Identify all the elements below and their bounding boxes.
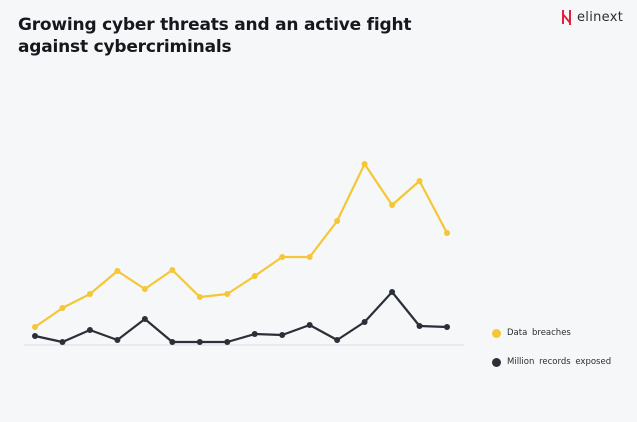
data-point-million-records [196,339,203,345]
series-line-million-records [34,290,448,344]
logo-text: elinext [577,9,624,25]
legend-item-million-records: Million records exposed [492,357,611,367]
data-point-data-breaches [251,273,258,279]
data-point-million-records [361,319,368,325]
data-point-data-breaches [196,294,203,300]
data-point-million-records [279,332,286,338]
data-point-million-records [59,339,66,345]
data-point-million-records [114,337,121,343]
data-point-million-records [334,337,341,343]
data-point-data-breaches [86,291,93,297]
series-line-data-breaches [34,162,448,328]
data-point-data-breaches [389,202,396,208]
elinext-logo: elinext [561,9,623,25]
legend-label: Data breaches [507,328,571,338]
data-point-million-records [141,316,148,322]
data-point-million-records [251,331,258,337]
data-point-million-records [416,323,423,329]
data-point-data-breaches [114,268,121,274]
legend-item-data-breaches: Data breaches [492,328,571,338]
legend-marker-million-records [492,357,501,367]
data-point-million-records [86,327,93,333]
data-point-data-breaches [361,161,368,167]
data-point-million-records [224,339,231,345]
data-point-data-breaches [59,305,66,311]
data-point-million-records [169,339,176,345]
data-point-data-breaches [141,286,148,292]
data-point-data-breaches [224,291,231,297]
data-point-million-records [306,322,313,328]
legend-label: Million records exposed [507,357,612,367]
data-point-data-breaches [169,267,176,273]
legend-marker-data-breaches [492,328,501,338]
elinext-logo-icon [562,10,571,25]
data-point-data-breaches [279,254,286,260]
data-point-data-breaches [334,218,341,224]
data-point-million-records [444,324,450,330]
data-point-million-records [389,289,396,295]
data-point-data-breaches [444,230,450,236]
data-point-data-breaches [416,178,423,184]
data-point-data-breaches [306,254,313,260]
data-point-million-records [32,333,38,339]
data-point-data-breaches [32,324,38,330]
chart-title: Growing cyber threats and an active figh… [18,15,412,57]
